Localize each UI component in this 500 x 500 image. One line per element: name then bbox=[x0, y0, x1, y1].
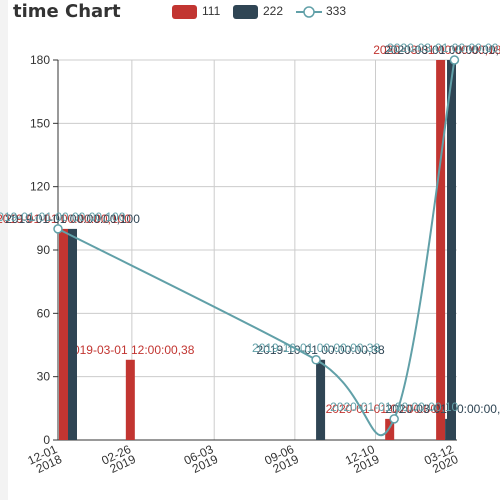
bar-222 bbox=[316, 359, 326, 440]
line-data-label: 2020-03-01 00:00:00,180 bbox=[387, 41, 500, 55]
y-tick-label: 30 bbox=[37, 370, 51, 384]
line-point-333 bbox=[311, 355, 321, 365]
line-data-label: 2019-10-01 00:00:00,38 bbox=[252, 341, 380, 355]
y-tick-label: 0 bbox=[43, 433, 50, 447]
bar-111 bbox=[385, 418, 395, 440]
line-point-333 bbox=[53, 224, 63, 234]
bar-swatch-icon bbox=[233, 5, 258, 19]
bar-data-label: 2019-01-01 00:00:00,100 bbox=[5, 212, 140, 226]
line-point-333 bbox=[449, 55, 460, 65]
x-tick-label: 06-032019 bbox=[182, 442, 221, 478]
bar-data-label: 2020-01-01 00:00:00,10 bbox=[326, 402, 454, 416]
y-tick-label: 60 bbox=[37, 306, 51, 320]
bar-222 bbox=[447, 60, 456, 440]
x-tick-label: 03-122020 bbox=[422, 442, 461, 478]
x-tick-label: 09-062019 bbox=[262, 442, 301, 478]
line-circle-swatch-icon bbox=[296, 6, 322, 18]
bar-data-label: 2019-10-01 00:00:00,38 bbox=[257, 343, 385, 357]
bar-111 bbox=[436, 60, 446, 440]
line-333 bbox=[57, 59, 456, 436]
bar-data-label: 2020-03-01 00:00:00,180 bbox=[373, 43, 500, 57]
x-tick-label: 12-012018 bbox=[26, 442, 65, 478]
bar-222 bbox=[68, 228, 77, 440]
line-point-333 bbox=[389, 414, 399, 424]
bar-data-label: 2019-03-01 12:00:00,38 bbox=[66, 343, 194, 357]
line-data-label: 2020-01-01 00:00:00,10 bbox=[330, 400, 458, 414]
bar-111 bbox=[59, 228, 68, 440]
left-edge-strip bbox=[0, 0, 8, 500]
legend-label-111: 111 bbox=[202, 4, 221, 18]
legend-item-333[interactable]: 333 bbox=[296, 3, 362, 19]
y-tick-label: 150 bbox=[30, 116, 50, 130]
legend-item-111[interactable]: 111 bbox=[172, 3, 232, 19]
legend-item-222[interactable]: 222 bbox=[233, 3, 293, 19]
bar-data-label: 2020-03-01 00:00:00,180 bbox=[384, 43, 500, 57]
y-tick-label: 90 bbox=[37, 243, 51, 257]
chart-title: time Chart bbox=[13, 1, 121, 22]
legend-label-333: 333 bbox=[326, 4, 347, 18]
bar-111 bbox=[125, 359, 135, 440]
bar-data-label: 2019-01-01 00:00:00,100 bbox=[0, 212, 131, 226]
y-tick-label: 180 bbox=[30, 53, 50, 67]
y-tick-label: 120 bbox=[30, 180, 50, 194]
bar-swatch-icon bbox=[172, 5, 197, 19]
line-data-label: 2019-01-01 00:00:00,100 bbox=[0, 210, 126, 224]
x-tick-label: 02-262019 bbox=[99, 442, 138, 478]
x-tick-label: 12-102019 bbox=[343, 442, 382, 478]
bar-data-label: 2020-03-01 00:00:00,10 bbox=[386, 402, 500, 416]
legend-label-222: 222 bbox=[263, 4, 284, 18]
